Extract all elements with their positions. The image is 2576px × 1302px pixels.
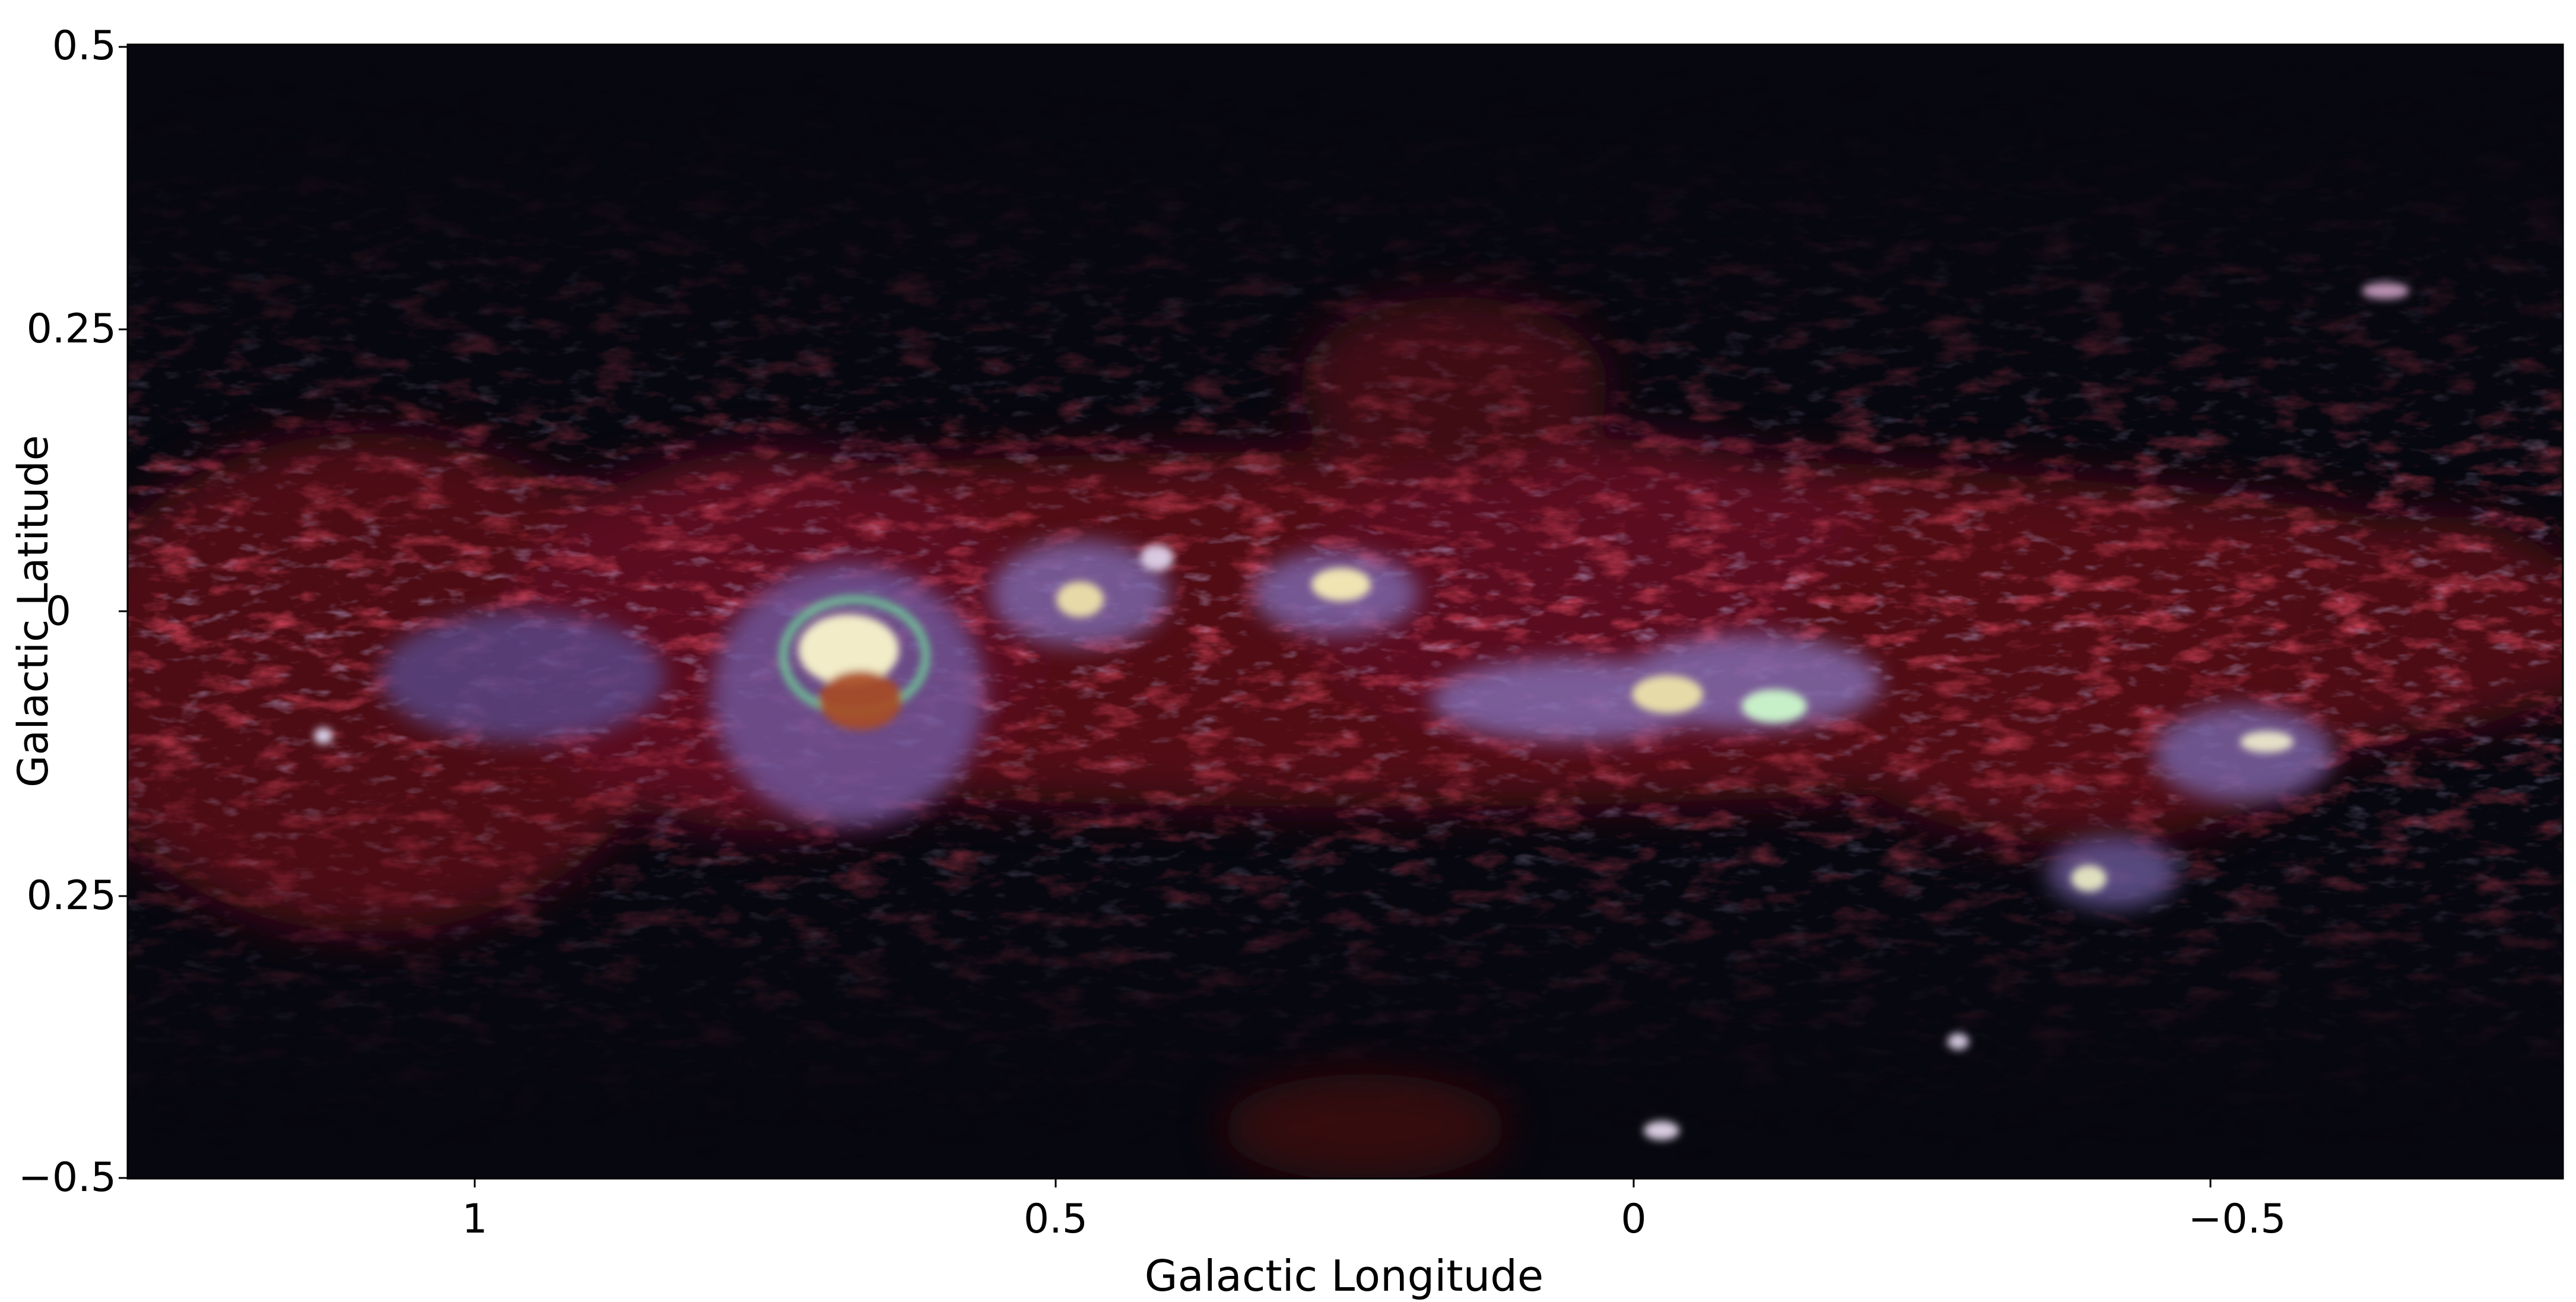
y-tick-label: 0.5 xyxy=(52,23,116,69)
x-tick-label: −0.5 xyxy=(2188,1196,2286,1243)
y-tick-label: −0.5 xyxy=(18,1154,116,1201)
x-axis-label: Galactic Longitude xyxy=(1145,1251,1543,1301)
y-axis: 0.5 0.25 0 0.25 −0.5 Galactic Latitude xyxy=(9,23,128,1201)
y-tick-label: 0.25 xyxy=(27,306,116,353)
y-tick-label: 0 xyxy=(46,588,71,635)
x-axis: 1 0.5 0 −0.5 Galactic Longitude xyxy=(462,1179,2286,1301)
x-tick-label: 0.5 xyxy=(1024,1196,1088,1243)
x-tick-label: 0 xyxy=(1621,1196,1646,1243)
x-tick-label: 1 xyxy=(462,1196,487,1243)
y-tick-label: 0.25 xyxy=(27,872,116,919)
bright-sources xyxy=(314,282,2409,1140)
emission-map-image xyxy=(128,45,2563,1179)
y-axis-label: Galactic Latitude xyxy=(9,435,58,787)
